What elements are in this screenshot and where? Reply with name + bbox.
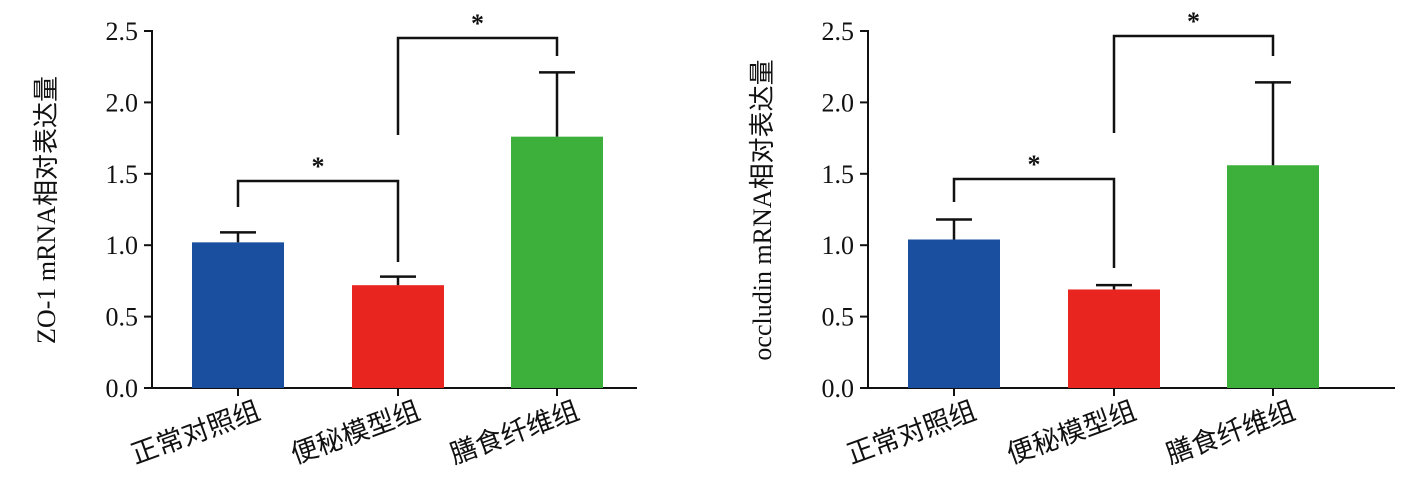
y-tick-label: 2.0 — [106, 88, 139, 117]
y-tick-label: 0.5 — [822, 303, 855, 332]
x-tick-label: 正常对照组 — [843, 395, 980, 470]
bar — [1227, 165, 1319, 388]
x-tick-label: 膳食纤维组 — [1162, 395, 1299, 470]
bar — [352, 285, 444, 388]
chart: 0.0 0.5 1.0 1.5 2.0 2.5 occludin mRNA相对表达量正常对照… — [748, 7, 1395, 471]
y-tick-label: 1.0 — [106, 231, 139, 260]
y-tick-label: 2.5 — [106, 17, 139, 46]
y-tick-label: 0.0 — [822, 374, 855, 403]
significance-bracket — [952, 177, 1116, 268]
x-tick-label: 膳食纤维组 — [446, 395, 583, 470]
x-tick-label: 便秘模型组 — [1003, 395, 1140, 470]
significance-label: * — [1028, 150, 1041, 179]
y-tick-label: 0.5 — [106, 303, 139, 332]
y-axis-label: occludin mRNA相对表达量 — [748, 59, 777, 360]
y-tick-label: 2.5 — [822, 17, 855, 46]
bar — [511, 136, 603, 388]
bar — [192, 242, 284, 388]
bar — [908, 239, 1000, 388]
significance-label: * — [1187, 7, 1200, 36]
significance-bracket — [1112, 34, 1275, 133]
bar — [1068, 289, 1160, 388]
y-tick-label: 2.0 — [822, 88, 855, 117]
y-axis-label: ZO-1 mRNA相对表达量 — [32, 76, 61, 344]
significance-bracket — [236, 179, 400, 262]
y-tick-label: 1.0 — [822, 231, 855, 260]
significance-label: * — [471, 9, 484, 38]
y-tick-label: 1.5 — [822, 160, 855, 189]
significance-label: * — [312, 152, 325, 181]
y-tick-label: 0.0 — [106, 374, 139, 403]
significance-bracket — [396, 36, 559, 135]
x-tick-label: 便秘模型组 — [287, 395, 424, 470]
y-tick-label: 1.5 — [106, 160, 139, 189]
x-tick-label: 正常对照组 — [127, 395, 264, 470]
